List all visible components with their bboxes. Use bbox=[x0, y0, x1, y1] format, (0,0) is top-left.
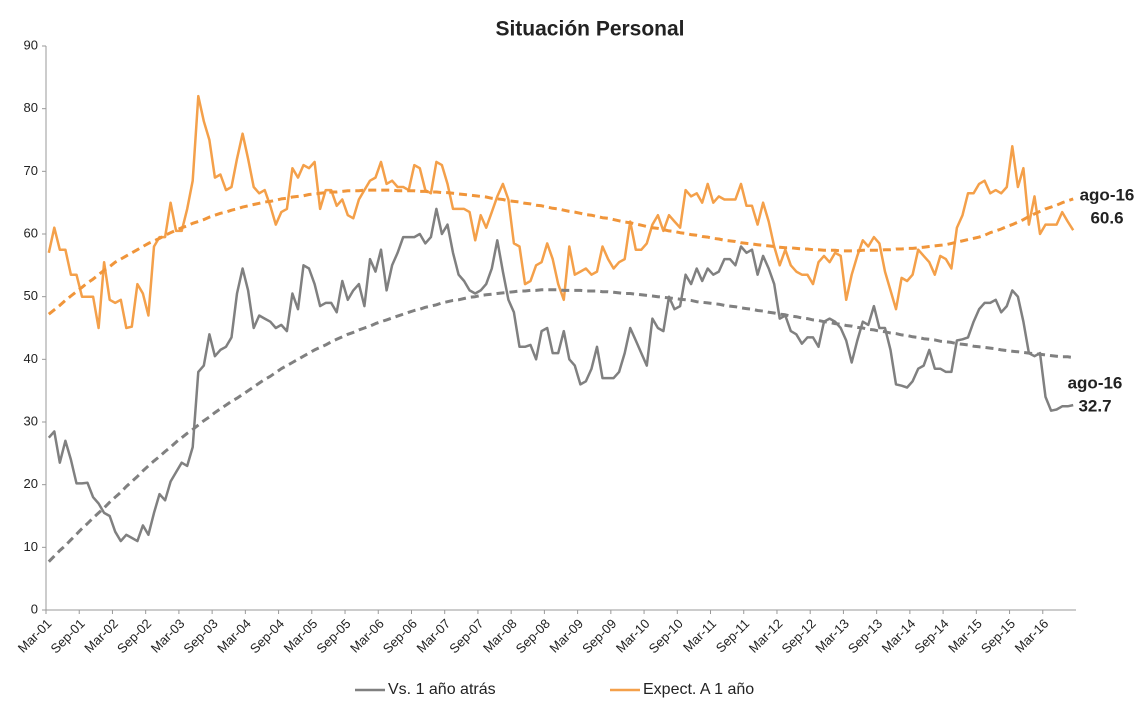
y-tick-label: 70 bbox=[24, 163, 38, 178]
y-tick-label: 20 bbox=[24, 476, 38, 491]
x-tick-label: Mar-08 bbox=[480, 616, 520, 656]
x-tick-label: Mar-07 bbox=[414, 616, 454, 656]
x-tick-label: Sep-02 bbox=[114, 616, 154, 656]
annotation-value: 60.6 bbox=[1090, 208, 1123, 227]
series-line bbox=[47, 207, 1074, 543]
x-tick-label: Sep-04 bbox=[247, 616, 287, 656]
x-tick-label: Mar-02 bbox=[81, 616, 121, 656]
y-tick-label: 0 bbox=[31, 601, 38, 616]
y-tick-label: 10 bbox=[24, 539, 38, 554]
x-tick-label: Sep-14 bbox=[911, 616, 951, 656]
x-tick-label: Mar-04 bbox=[214, 616, 254, 656]
chart-title: Situación Personal bbox=[495, 18, 684, 41]
series-line bbox=[47, 94, 1075, 330]
x-tick-label: Mar-15 bbox=[945, 616, 985, 656]
x-tick-label: Mar-12 bbox=[746, 616, 786, 656]
x-tick-label: Mar-09 bbox=[546, 616, 586, 656]
trend-line bbox=[47, 288, 1074, 563]
x-tick-label: Sep-01 bbox=[48, 616, 88, 656]
trend-line bbox=[47, 188, 1074, 316]
x-tick-label: Sep-10 bbox=[646, 616, 686, 656]
x-tick-label: Mar-11 bbox=[680, 616, 719, 655]
y-tick-label: 90 bbox=[24, 37, 38, 52]
y-tick-label: 50 bbox=[24, 288, 38, 303]
x-tick-label: Sep-05 bbox=[313, 616, 353, 656]
y-tick-label: 60 bbox=[24, 225, 38, 240]
x-tick-label: Mar-14 bbox=[879, 616, 919, 656]
y-tick-label: 30 bbox=[24, 413, 38, 428]
annotation-label: ago-16 bbox=[1068, 373, 1123, 392]
x-tick-label: Mar-13 bbox=[812, 616, 852, 656]
x-tick-label: Mar-01 bbox=[15, 616, 55, 656]
y-tick-label: 80 bbox=[24, 100, 38, 115]
x-tick-label: Sep-13 bbox=[845, 616, 885, 656]
x-tick-label: Sep-07 bbox=[446, 616, 486, 656]
x-tick-label: Mar-05 bbox=[281, 616, 321, 656]
annotation-value: 32.7 bbox=[1078, 396, 1111, 415]
x-tick-label: Sep-12 bbox=[778, 616, 818, 656]
x-tick-label: Mar-03 bbox=[148, 616, 188, 656]
x-tick-label: Mar-06 bbox=[347, 616, 387, 656]
x-tick-label: Sep-11 bbox=[713, 616, 753, 656]
x-tick-label: Sep-08 bbox=[513, 616, 553, 656]
x-tick-label: Sep-09 bbox=[579, 616, 619, 656]
y-tick-label: 40 bbox=[24, 351, 38, 366]
legend-label: Expect. A 1 año bbox=[643, 681, 754, 698]
legend-label: Vs. 1 año atrás bbox=[388, 681, 496, 698]
x-tick-label: Sep-03 bbox=[180, 616, 220, 656]
annotation-label: ago-16 bbox=[1080, 185, 1135, 204]
x-tick-label: Sep-15 bbox=[978, 616, 1018, 656]
x-tick-label: Mar-10 bbox=[613, 616, 653, 656]
x-tick-label: Mar-16 bbox=[1012, 616, 1052, 656]
x-tick-label: Sep-06 bbox=[380, 616, 420, 656]
